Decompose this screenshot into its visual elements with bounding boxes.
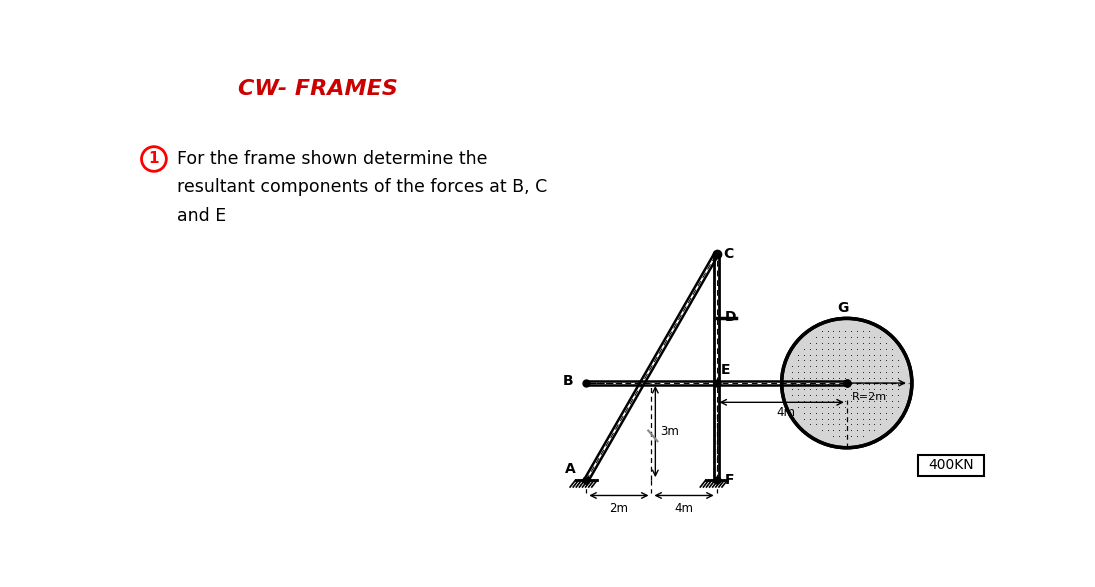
Text: resultant components of the forces at B, C: resultant components of the forces at B,… — [177, 178, 548, 197]
Text: B: B — [563, 374, 573, 388]
Text: 2m: 2m — [610, 502, 629, 515]
Text: R=2m: R=2m — [852, 392, 887, 402]
Bar — [918, 455, 984, 476]
Text: 1: 1 — [149, 151, 159, 167]
Text: CW- FRAMES: CW- FRAMES — [238, 79, 397, 99]
Circle shape — [782, 318, 912, 448]
Text: 3m: 3m — [660, 425, 679, 438]
Text: 400KN: 400KN — [929, 458, 973, 473]
Text: F: F — [724, 473, 734, 487]
Text: 4m: 4m — [675, 502, 693, 515]
Text: D: D — [724, 310, 736, 324]
Text: For the frame shown determine the: For the frame shown determine the — [177, 150, 487, 168]
Text: G: G — [838, 301, 849, 315]
Text: E: E — [722, 363, 730, 377]
Text: 4m: 4m — [776, 406, 795, 419]
Text: and E: and E — [177, 207, 227, 225]
Text: A: A — [565, 462, 576, 476]
Text: C: C — [723, 247, 733, 261]
